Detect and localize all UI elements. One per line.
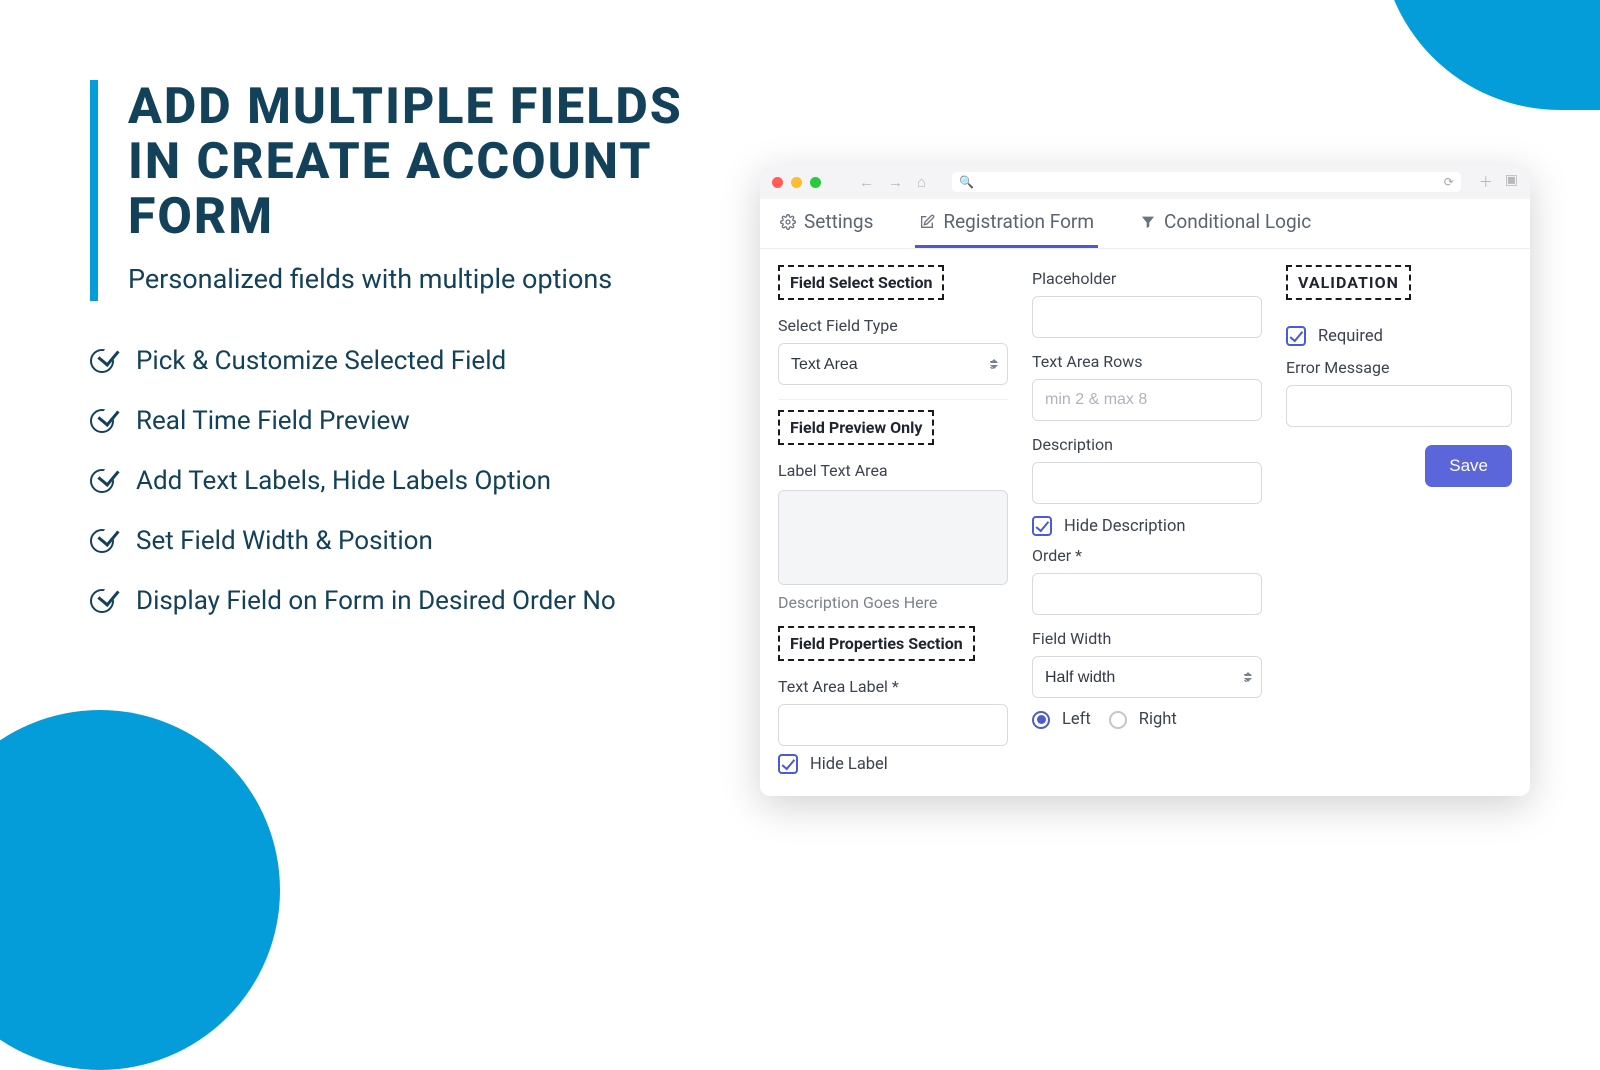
gear-icon xyxy=(780,214,796,230)
tab-conditional-logic[interactable]: Conditional Logic xyxy=(1136,198,1315,248)
error-message-label: Error Message xyxy=(1286,358,1512,377)
hide-description-checkbox-row[interactable]: Hide Description xyxy=(1032,516,1262,536)
field-type-select[interactable]: Text Area xyxy=(778,343,1008,385)
position-left-radio[interactable] xyxy=(1032,711,1050,729)
check-icon xyxy=(90,469,114,493)
form-body: Field Select Section Select Field Type T… xyxy=(760,249,1530,796)
feature-item: Set Field Width & Position xyxy=(90,526,730,556)
placeholder-label: Placeholder xyxy=(1032,269,1262,288)
position-left-label: Left xyxy=(1062,710,1091,729)
required-checkbox[interactable] xyxy=(1286,326,1306,346)
textarea-preview[interactable] xyxy=(778,490,1008,585)
window-minimize-icon[interactable] xyxy=(791,177,802,188)
url-bar[interactable]: 🔍 ⟳ xyxy=(952,172,1461,192)
form-icon xyxy=(919,214,935,230)
divider xyxy=(778,399,1008,400)
app-window: ← → ⌂ 🔍 ⟳ ＋ ▣ Settings xyxy=(760,165,1530,796)
hero-column: ADD MULTIPLE FIELDS IN CREATE ACCOUNT FO… xyxy=(90,80,750,860)
new-tab-icon[interactable]: ＋ xyxy=(1479,172,1493,192)
feature-list: Pick & Customize Selected Field Real Tim… xyxy=(90,346,730,616)
search-icon: 🔍 xyxy=(959,175,974,189)
required-checkbox-row[interactable]: Required xyxy=(1286,326,1512,346)
field-width-select[interactable]: Half width xyxy=(1032,656,1262,698)
feature-item: Pick & Customize Selected Field xyxy=(90,346,730,376)
feature-text: Pick & Customize Selected Field xyxy=(136,346,506,376)
window-maximize-icon[interactable] xyxy=(810,177,821,188)
hide-description-text: Hide Description xyxy=(1064,517,1185,536)
description-input[interactable] xyxy=(1032,462,1262,504)
placeholder-input[interactable] xyxy=(1032,296,1262,338)
position-right-radio[interactable] xyxy=(1109,711,1127,729)
position-right-label: Right xyxy=(1139,710,1177,729)
tab-registration-form[interactable]: Registration Form xyxy=(915,198,1098,248)
hide-label-text: Hide Label xyxy=(810,755,888,774)
text-area-rows-input[interactable] xyxy=(1032,379,1262,421)
position-radio-group: Left Right xyxy=(1032,710,1262,729)
tab-settings[interactable]: Settings xyxy=(776,198,877,248)
hide-description-checkbox[interactable] xyxy=(1032,516,1052,536)
column-right: VALIDATION Required Error Message Save xyxy=(1286,265,1512,774)
feature-item: Real Time Field Preview xyxy=(90,406,730,436)
section-field-select: Field Select Section xyxy=(778,265,944,300)
nav-back-icon[interactable]: ← xyxy=(859,173,874,191)
save-button[interactable]: Save xyxy=(1425,445,1512,487)
reload-icon[interactable]: ⟳ xyxy=(1444,175,1454,189)
tab-label: Conditional Logic xyxy=(1164,210,1311,233)
feature-text: Set Field Width & Position xyxy=(136,526,433,556)
check-icon xyxy=(90,589,114,613)
text-area-label-field-label: Text Area Label * xyxy=(778,677,1008,696)
feature-text: Real Time Field Preview xyxy=(136,406,410,436)
tab-label: Settings xyxy=(804,210,873,233)
feature-item: Add Text Labels, Hide Labels Option xyxy=(90,466,730,496)
required-text: Required xyxy=(1318,327,1383,346)
text-area-label-input[interactable] xyxy=(778,704,1008,746)
description-hint: Description Goes Here xyxy=(778,593,1008,612)
check-icon xyxy=(90,409,114,433)
feature-text: Display Field on Form in Desired Order N… xyxy=(136,586,616,616)
nav-home-icon[interactable]: ⌂ xyxy=(917,173,926,191)
check-icon xyxy=(90,349,114,373)
error-message-input[interactable] xyxy=(1286,385,1512,427)
page-subtitle: Personalized fields with multiple option… xyxy=(90,245,730,301)
hide-label-checkbox[interactable] xyxy=(778,754,798,774)
filter-icon xyxy=(1140,214,1156,230)
column-middle: Placeholder Text Area Rows Description H… xyxy=(1032,265,1262,774)
section-field-preview: Field Preview Only xyxy=(778,410,934,445)
field-type-label: Select Field Type xyxy=(778,316,1008,335)
field-width-label: Field Width xyxy=(1032,629,1262,648)
window-close-icon[interactable] xyxy=(772,177,783,188)
label-text-area: Label Text Area xyxy=(778,461,1008,480)
section-validation: VALIDATION xyxy=(1286,265,1411,300)
check-icon xyxy=(90,529,114,553)
column-left: Field Select Section Select Field Type T… xyxy=(778,265,1008,774)
nav-forward-icon[interactable]: → xyxy=(888,173,903,191)
section-field-properties: Field Properties Section xyxy=(778,626,975,661)
tab-label: Registration Form xyxy=(943,210,1094,233)
page-title: ADD MULTIPLE FIELDS IN CREATE ACCOUNT FO… xyxy=(90,80,730,245)
tabs-overview-icon[interactable]: ▣ xyxy=(1505,172,1518,192)
tabs-bar: Settings Registration Form Conditional L… xyxy=(760,199,1530,249)
text-area-rows-label: Text Area Rows xyxy=(1032,352,1262,371)
order-input[interactable] xyxy=(1032,573,1262,615)
feature-item: Display Field on Form in Desired Order N… xyxy=(90,586,730,616)
feature-text: Add Text Labels, Hide Labels Option xyxy=(136,466,551,496)
order-label: Order * xyxy=(1032,546,1262,565)
browser-chrome: ← → ⌂ 🔍 ⟳ ＋ ▣ xyxy=(760,165,1530,199)
description-label: Description xyxy=(1032,435,1262,454)
hide-label-checkbox-row[interactable]: Hide Label xyxy=(778,754,1008,774)
screenshot-column: ← → ⌂ 🔍 ⟳ ＋ ▣ Settings xyxy=(750,80,1560,860)
